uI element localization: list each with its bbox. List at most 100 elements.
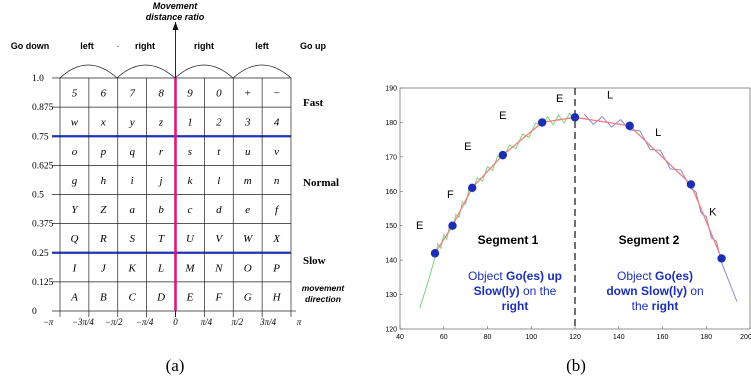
x-tick-label: 60 [440, 334, 448, 341]
speed-label-fast: Fast [303, 97, 324, 109]
grid-key-cell: w [71, 117, 79, 129]
grid-y-ticks: 1.00.8750.750.6250.50.3750.250.1250 [32, 74, 54, 317]
header-left-2: left [255, 41, 269, 51]
grid-key-cell: 2 [216, 117, 222, 129]
panel-a-keyboard-grid: Movement distance ratio Go down left rig… [11, 1, 346, 375]
grid-key-cell: G [244, 291, 252, 303]
y-tick-label: 180 [385, 120, 397, 127]
panel-b-trajectory-chart: 40 60 80 100 120 140 160 180 200 120 130 140 150 160 1… [385, 86, 751, 376]
grid-x-ticks: −π −3π/4 −π/2 −π/4 0 π/4 π/2 3π/4 π [43, 317, 302, 327]
grid-key-cell: r [159, 146, 164, 158]
y-tick-label: 0.125 [32, 278, 54, 288]
grid-key-cell: T [158, 233, 165, 245]
axis-arrow-head [173, 22, 179, 30]
grid-lines [52, 22, 296, 317]
grid-key-cell: 9 [187, 88, 193, 100]
grid-key-cell: O [244, 262, 252, 274]
grid-key-cell: x [100, 117, 106, 129]
x-tick-label: −π/2 [105, 317, 123, 327]
grid-key-cell: Y [71, 204, 79, 216]
segment-1-label: Segment 1 [478, 233, 539, 247]
grid-key-cell: H [272, 291, 282, 303]
y-tick-label: 190 [385, 86, 397, 93]
y-tick-label: 0.5 [32, 191, 44, 201]
caption-left-line1: Object Go(es) up [468, 269, 562, 283]
grid-key-cell: M [184, 262, 195, 274]
x-tick-label: π/4 [201, 317, 213, 327]
y-tick-label: 0 [32, 307, 37, 317]
grid-key-cell: t [217, 146, 221, 158]
header-arc-right-1 [117, 65, 175, 78]
header-dot-separator: · [117, 41, 120, 51]
y-tick-label: 0.625 [32, 161, 54, 171]
grid-key-cell: L [157, 262, 164, 274]
y-tick-label: 1.0 [32, 74, 44, 84]
grid-key-cell: b [158, 204, 164, 216]
x-tick-label: 80 [484, 334, 492, 341]
header-go-up: Go up [300, 41, 326, 51]
header-right-2: right [194, 41, 214, 51]
trajectory-point [571, 113, 579, 121]
grid-key-cell: s [188, 146, 192, 158]
y-tick-label: 140 [385, 258, 397, 265]
x-tick-label: 200 [740, 334, 751, 341]
grid-key-cell: Q [70, 233, 78, 245]
grid-key-cell: J [101, 262, 107, 274]
x-tick-label: −π/4 [136, 317, 154, 327]
grid-top-title-line2: distance ratio [146, 12, 205, 22]
x-tick-label: 120 [569, 334, 581, 341]
grid-key-cell: A [70, 291, 78, 303]
grid-key-cell: B [100, 291, 107, 303]
x-tick-label: 140 [613, 334, 625, 341]
x-tick-label: 3π/4 [259, 317, 277, 327]
point-letter-label: K [709, 206, 717, 218]
point-letter-label: E [416, 220, 423, 232]
grid-key-cell: 8 [158, 88, 164, 100]
caption-right-line1: Object Go(es) [617, 269, 693, 283]
grid-key-cell: 6 [101, 88, 107, 100]
grid-key-cell: k [187, 175, 193, 187]
header-arc-left-1 [60, 65, 117, 78]
grid-key-cell: f [275, 204, 280, 216]
trajectory-point [468, 184, 476, 192]
grid-key-cell: − [273, 88, 280, 100]
point-letter-label: E [556, 93, 563, 105]
grid-key-cell: + [244, 88, 251, 100]
grid-key-cell: N [214, 262, 223, 274]
trajectory-point [717, 254, 725, 262]
x-tick-label: 100 [525, 334, 537, 341]
header-go-down: Go down [11, 41, 50, 51]
x-tick-label: 0 [173, 317, 178, 327]
grid-key-cell: W [243, 233, 253, 245]
y-tick-label: 120 [385, 327, 397, 334]
grid-key-cell: U [186, 233, 195, 245]
point-letter-label: E [499, 110, 506, 122]
grid-key-cell: v [274, 146, 279, 158]
trajectory-point [687, 180, 695, 188]
grid-key-cell: a [129, 204, 135, 216]
point-letter-label: L [607, 89, 613, 101]
grid-key-cell: u [245, 146, 251, 158]
grid-key-cell: 3 [244, 117, 251, 129]
x-tick-label: 160 [657, 334, 669, 341]
movement-direction-line1: movement [302, 283, 346, 293]
trajectory-point [499, 151, 507, 159]
caption-right-line2: down Slow(ly) on [606, 284, 703, 298]
segment-2-label: Segment 2 [619, 233, 680, 247]
trajectory-point [448, 222, 456, 230]
grid-key-cell: y [129, 117, 135, 129]
header-left-1: left [80, 41, 94, 51]
grid-key-cell: o [72, 146, 78, 158]
header-arc-right-2 [175, 65, 233, 78]
y-tick-label: 130 [385, 292, 397, 299]
x-tick-label: 180 [700, 334, 712, 341]
point-letter-label: E [464, 141, 471, 153]
caption-left-line2: Slow(ly) on the [474, 284, 557, 298]
grid-key-cell: P [272, 262, 280, 274]
grid-key-cell: l [217, 175, 220, 187]
grid-key-cell: Z [100, 204, 107, 216]
grid-key-cell: I [72, 262, 78, 274]
x-tick-label: 40 [396, 334, 404, 341]
y-tick-label: 0.375 [32, 220, 54, 230]
